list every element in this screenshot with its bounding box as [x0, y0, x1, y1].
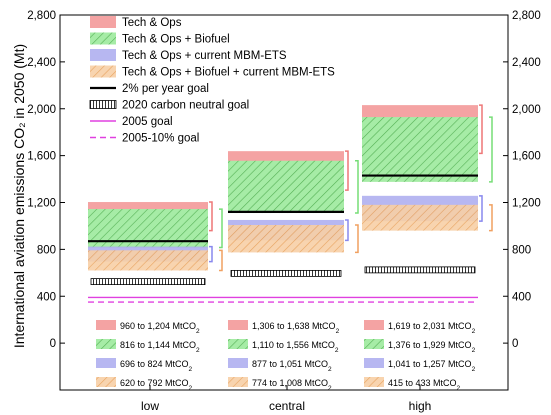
goal-carbon-neutral-central: [230, 269, 342, 277]
left-tick-label: 1,600: [27, 151, 56, 163]
right-tick-label: 1,200: [512, 198, 541, 210]
legend-label: 2020 carbon neutral goal: [122, 100, 249, 112]
bracket-mbm-central: [345, 219, 349, 242]
goal-carbon-neutral-high: [364, 266, 476, 274]
bar-all-central: [228, 225, 344, 253]
right-y-axis: 0 400 800 1,200 1,600 2,000 2,400 2,800: [503, 10, 541, 350]
bracket-tech_ops-central: [345, 150, 349, 191]
legend-label: Tech & Ops + Biofuel: [122, 34, 230, 46]
bracket-mbm-high: [479, 195, 483, 222]
left-tick-label: 1,200: [27, 198, 56, 210]
left-tick-label: 2,800: [27, 10, 56, 22]
info-swatch-tech_ops: [228, 320, 248, 330]
left-tick-label: 0: [50, 338, 56, 350]
bracket-biofuel-high: [489, 116, 493, 183]
legend-label: Tech & Ops + Biofuel + current MBM-ETS: [122, 67, 335, 79]
y-axis-title: International aviation emissions CO₂ in …: [11, 44, 27, 348]
info-swatch-tech_ops: [364, 320, 384, 330]
info-label-tech_ops-low: 960 to 1,204 MtCO2: [120, 321, 200, 335]
info-swatch-mbm: [228, 358, 248, 368]
left-tick-label: 400: [37, 291, 56, 303]
legend-swatch-carbon-neutral: [89, 100, 117, 109]
info-label-mbm-low: 696 to 824 MtCO2: [120, 359, 193, 373]
info-label-all-low: 620 to 792 MtCO2: [120, 378, 193, 392]
info-swatch-mbm: [96, 358, 116, 368]
info-label-biofuel-high: 1,376 to 1,929 MtCO2: [388, 340, 476, 354]
right-tick-label: 2,400: [512, 57, 541, 69]
legend-label: 2% per year goal: [122, 83, 209, 95]
goals-layer: [88, 174, 478, 303]
legend-swatch-biofuel: [90, 32, 116, 45]
x-tick-label-central: central: [269, 399, 305, 413]
category-axis: low central high: [141, 385, 431, 413]
bracket-mbm-low: [209, 245, 213, 263]
right-tick-label: 400: [512, 291, 531, 303]
info-label-biofuel-low: 816 to 1,144 MtCO2: [120, 340, 200, 354]
bracket-biofuel-low: [219, 208, 223, 249]
info-swatch-biofuel: [228, 339, 248, 349]
legend: Tech & Ops Tech & Ops + Biofuel Tech & Ops…: [89, 16, 335, 145]
range-info-table: 960 to 1,204 MtCO2 1,306 to 1,638 MtCO2 1,…: [96, 320, 476, 392]
legend-label: Tech & Ops: [122, 17, 182, 29]
info-label-biofuel-central: 1,110 to 1,556 MtCO2: [252, 340, 339, 354]
info-label-all-high: 415 to 433 MtCO2: [388, 378, 461, 392]
bar-all-low: [88, 250, 208, 271]
info-swatch-mbm: [364, 358, 384, 368]
legend-swatch-all: [90, 65, 116, 78]
info-swatch-all: [228, 377, 248, 387]
info-label-tech_ops-central: 1,306 to 1,638 MtCO2: [252, 321, 340, 335]
x-tick-label-low: low: [141, 399, 159, 413]
right-tick-label: 1,600: [512, 151, 541, 163]
legend-swatch-mbm: [90, 49, 116, 61]
right-tick-label: 2,000: [512, 104, 541, 116]
info-label-tech_ops-high: 1,619 to 2,031 MtCO2: [388, 321, 476, 335]
bar-biofuel-high: [362, 117, 478, 182]
right-tick-label: 0: [512, 338, 518, 350]
legend-label: Tech & Ops + current MBM-ETS: [122, 50, 287, 62]
info-swatch-all: [96, 377, 116, 387]
right-tick-label: 2,800: [512, 10, 541, 22]
brackets-layer: [209, 104, 493, 272]
info-swatch-all: [364, 377, 384, 387]
goal-carbon-neutral-low: [90, 278, 206, 286]
legend-label: 2005 goal: [122, 116, 173, 128]
right-tick-label: 800: [512, 244, 531, 256]
bracket-tech_ops-low: [209, 201, 213, 232]
bar-all-high: [362, 204, 478, 231]
info-swatch-biofuel: [96, 339, 116, 349]
bar-biofuel-central: [228, 160, 344, 214]
bracket-biofuel-central: [355, 160, 359, 214]
bracket-all-high: [489, 204, 493, 232]
legend-label: 2005-10% goal: [122, 133, 199, 145]
info-label-mbm-central: 877 to 1,051 MtCO2: [252, 359, 332, 373]
left-tick-label: 2,400: [27, 57, 56, 69]
info-swatch-biofuel: [364, 339, 384, 349]
bracket-all-central: [355, 224, 359, 254]
left-tick-label: 2,000: [27, 104, 56, 116]
legend-swatch-tech_ops: [90, 16, 116, 28]
left-y-axis: 0 400 800 1,200 1,600 2,000 2,400 2,800: [27, 10, 65, 350]
info-label-all-central: 774 to 1,008 MtCO2: [252, 378, 332, 392]
bracket-tech_ops-high: [479, 104, 483, 155]
bracket-all-low: [219, 249, 223, 272]
bars-layer: [88, 105, 478, 271]
info-swatch-tech_ops: [96, 320, 116, 330]
info-label-mbm-high: 1,041 to 1,257 MtCO2: [388, 359, 476, 373]
plot-frame: [59, 14, 509, 391]
x-tick-label-high: high: [409, 399, 432, 413]
left-tick-label: 800: [37, 244, 56, 256]
